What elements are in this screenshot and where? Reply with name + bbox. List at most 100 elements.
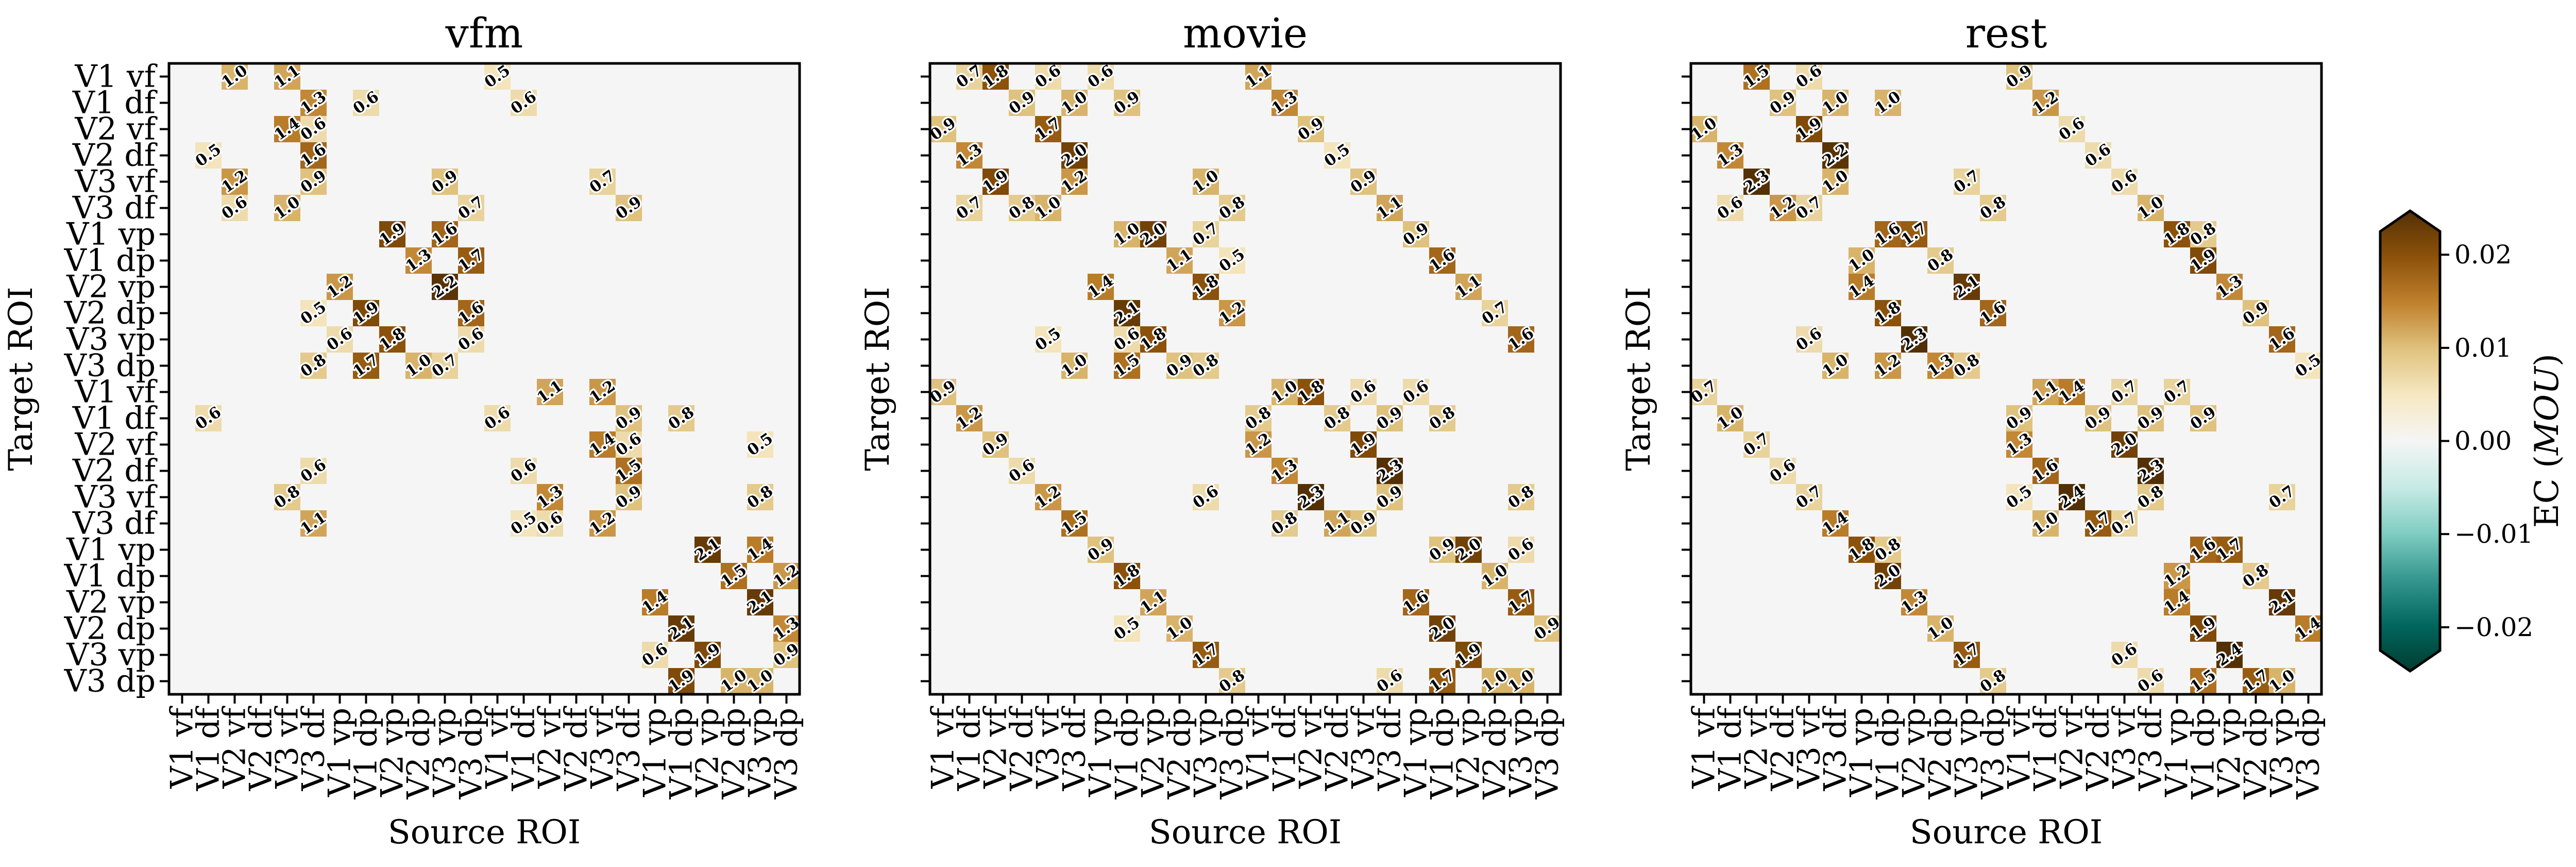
heatmap-cell	[1954, 326, 1980, 353]
heatmap-cell	[1403, 484, 1430, 511]
heatmap-cell	[773, 247, 800, 274]
heatmap-cell	[956, 405, 983, 432]
heatmap-cell	[458, 300, 485, 327]
heatmap-cell	[327, 300, 353, 327]
heatmap-cell	[1193, 221, 1219, 248]
heatmap-cell	[327, 195, 353, 222]
heatmap-cell	[432, 405, 459, 432]
x-tick-label: V1 df	[506, 706, 542, 791]
heatmap-cell	[2216, 274, 2243, 301]
heatmap-cell	[2164, 353, 2191, 379]
heatmap-cell	[1219, 458, 1246, 485]
heatmap-cell	[563, 195, 590, 222]
heatmap-cell	[1298, 458, 1325, 485]
heatmap-cell	[2216, 326, 2243, 353]
y-tick-label: V3 df	[72, 506, 158, 542]
heatmap-cell	[1455, 405, 1482, 432]
heatmap-cell	[1140, 142, 1167, 169]
heatmap-cell	[1980, 537, 2007, 563]
heatmap-cell	[1377, 169, 1403, 195]
heatmap-cell	[1088, 563, 1114, 590]
heatmap-cell	[1717, 589, 1744, 616]
heatmap-cell	[195, 247, 222, 274]
heatmap-cell	[1875, 116, 1902, 143]
heatmap-cell	[1875, 405, 1902, 432]
heatmap-cell	[300, 642, 327, 669]
heatmap-cell	[511, 379, 537, 406]
heatmap-cell	[274, 510, 301, 537]
heatmap-cell	[458, 668, 485, 695]
heatmap-cell	[1324, 668, 1351, 695]
heatmap-cell	[1927, 247, 1954, 274]
heatmap-cell	[1193, 274, 1219, 301]
heatmap-cell	[1272, 300, 1298, 327]
heatmap-cell	[353, 563, 380, 590]
heatmap-cell	[1035, 458, 1062, 485]
heatmap-cell	[1980, 405, 2007, 432]
heatmap-cell	[484, 668, 511, 695]
heatmap-cell	[1849, 326, 1875, 353]
heatmap-cell	[1350, 484, 1377, 511]
heatmap-cell	[1796, 642, 1823, 669]
heatmap-cell	[2269, 300, 2296, 327]
heatmap-cell	[1009, 300, 1036, 327]
y-tick-label: V1 dp	[64, 558, 156, 594]
heatmap-cell	[1534, 405, 1561, 432]
heatmap-cell	[2269, 379, 2296, 406]
heatmap-cell	[432, 116, 459, 143]
heatmap-cell	[405, 537, 432, 563]
heatmap-cell	[668, 90, 695, 116]
heatmap-cell	[537, 353, 564, 379]
heatmap-cell	[1954, 142, 1980, 169]
heatmap-cell	[694, 668, 721, 695]
heatmap-cell	[1298, 195, 1325, 222]
heatmap-cell	[1140, 63, 1167, 90]
heatmap-cell	[1219, 353, 1246, 379]
heatmap-cell	[300, 484, 327, 511]
heatmap-cell	[1193, 589, 1219, 616]
heatmap-cell	[1061, 300, 1088, 327]
heatmap-cell	[1088, 326, 1114, 353]
heatmap-cell	[1534, 274, 1561, 301]
heatmap-cell	[1875, 537, 1902, 563]
heatmap-cell	[773, 142, 800, 169]
heatmap-cell	[2216, 195, 2243, 222]
heatmap-cell	[537, 431, 564, 458]
heatmap-cell	[2006, 195, 2033, 222]
heatmap-cell	[2006, 510, 2033, 537]
heatmap-cell	[484, 353, 511, 379]
heatmap-cell	[1298, 510, 1325, 537]
x-tick-label: V2 df	[558, 706, 595, 791]
heatmap-cell	[1009, 274, 1036, 301]
heatmap-cell	[1822, 247, 1849, 274]
heatmap-cell	[1088, 90, 1114, 116]
heatmap-cell	[169, 90, 196, 116]
heatmap-cell	[169, 379, 196, 406]
heatmap-cell	[694, 510, 721, 537]
heatmap-cell	[2190, 615, 2217, 642]
heatmap-cell	[405, 458, 432, 485]
heatmap-cell	[1035, 642, 1062, 669]
heatmap-cell	[1061, 589, 1088, 616]
heatmap-cell	[195, 90, 222, 116]
x-axis-label: Source ROI	[1910, 813, 2103, 852]
heatmap-cell	[1508, 116, 1535, 143]
heatmap-cell	[2216, 431, 2243, 458]
heatmap-cell	[1429, 379, 1456, 406]
heatmap-cell	[1691, 300, 1718, 327]
heatmap-cell	[274, 589, 301, 616]
heatmap-cell	[1901, 353, 1928, 379]
heatmap-cell	[1534, 537, 1561, 563]
heatmap-cell	[1875, 353, 1902, 379]
heatmap-cell	[2190, 247, 2217, 274]
heatmap-cell	[1193, 431, 1219, 458]
heatmap-cell	[1245, 379, 1272, 406]
heatmap-cell	[1114, 563, 1141, 590]
heatmap-cell	[773, 537, 800, 563]
heatmap-cell	[195, 326, 222, 353]
heatmap-cell	[1035, 221, 1062, 248]
heatmap-cell	[1455, 484, 1482, 511]
heatmap-cell	[1272, 247, 1298, 274]
heatmap-cell	[668, 63, 695, 90]
heatmap-cell	[1482, 431, 1509, 458]
